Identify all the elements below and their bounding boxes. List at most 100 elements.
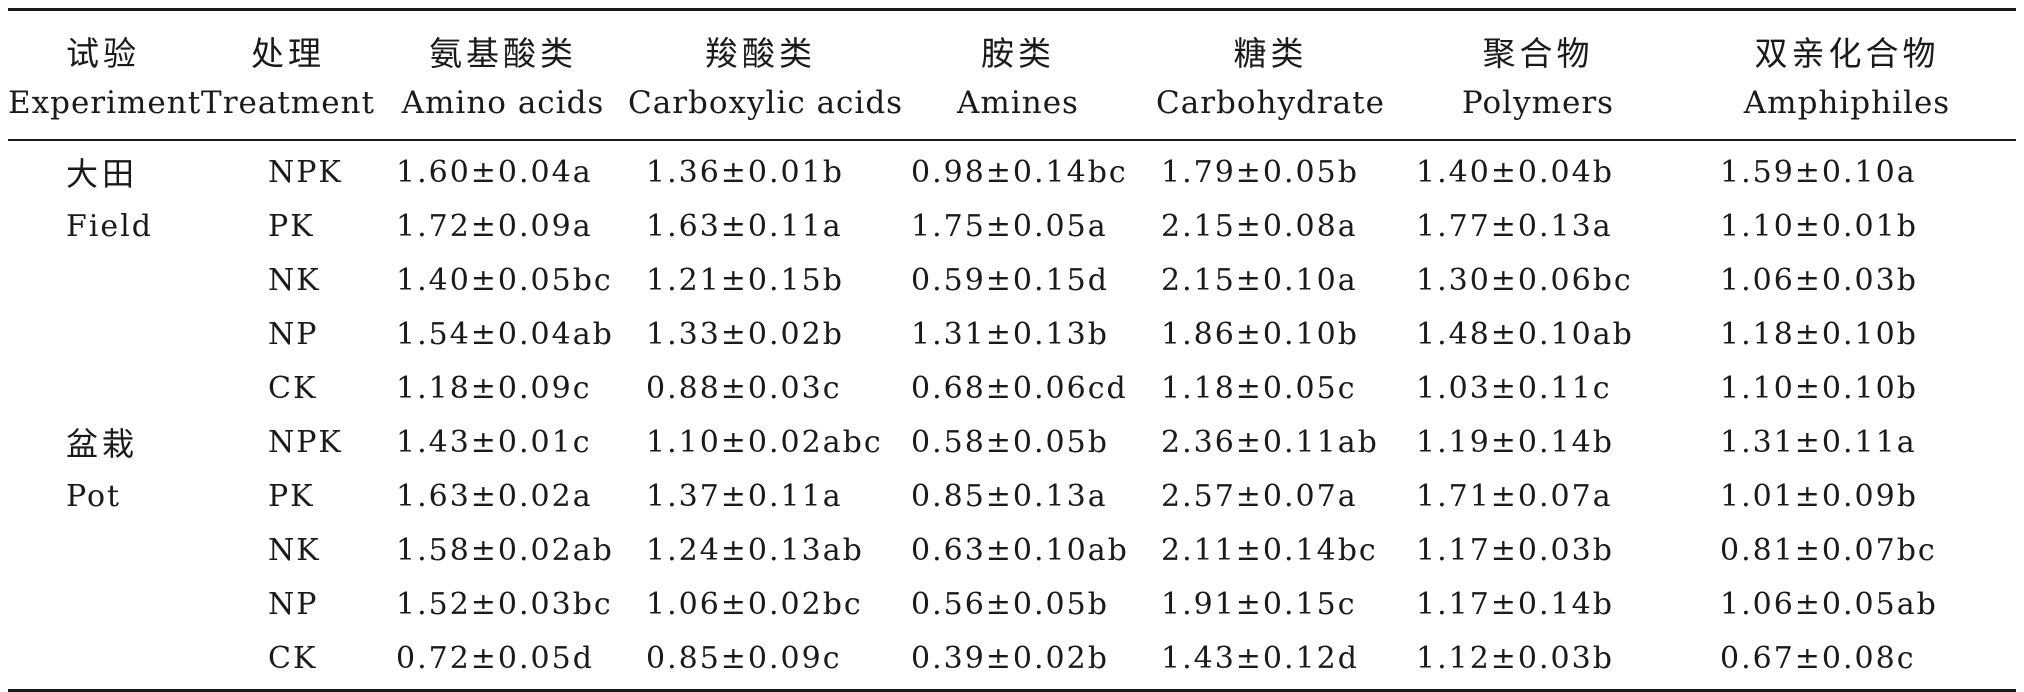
cell-carbohydrate: 1.91±0.15c xyxy=(1161,586,1357,622)
cell-experiment xyxy=(8,307,198,361)
table-row: NK 1.58±0.02ab 1.24±0.13ab 0.63±0.10ab 2.11±… xyxy=(8,523,2016,577)
header-amino-acids-en: Amino acids xyxy=(378,75,628,141)
cell-amines: 0.39±0.02b xyxy=(893,631,1143,692)
cell-carbohydrate: 1.43±0.12d xyxy=(1143,631,1398,692)
cell-polymers: 1.48±0.10ab xyxy=(1416,316,1634,352)
table-row: CK 0.72±0.05d 0.85±0.09c 0.39±0.02b 1.43±0.1… xyxy=(8,631,2016,692)
header-carbohydrate-zh: 糖类 xyxy=(1143,8,1398,75)
cell-polymers: 1.17±0.03b xyxy=(1416,532,1614,568)
cell-carboxylic-acids: 1.63±0.11a xyxy=(646,208,843,244)
cell-treatment: PK xyxy=(268,208,315,244)
cell-amino-acids: 0.72±0.05d xyxy=(378,631,628,692)
cell-amphiphiles: 0.67±0.08c xyxy=(1678,631,2016,692)
table-row: NP 1.54±0.04ab 1.33±0.02b 1.31±0.13b 1.86±0.… xyxy=(8,307,2016,361)
cell-treatment: NK xyxy=(268,532,321,568)
cell-treatment: NP xyxy=(268,586,319,622)
header-carboxylic-acids-en: Carboxylic acids xyxy=(628,75,902,141)
cell-experiment: Pot xyxy=(66,478,122,514)
cell-amines: 0.85±0.13a xyxy=(911,478,1108,514)
header-amino-acids-zh: 氨基酸类 xyxy=(378,8,628,75)
cell-polymers: 1.77±0.13a xyxy=(1416,208,1613,244)
cell-treatment: NPK xyxy=(268,154,343,190)
cell-experiment: 盆栽 xyxy=(66,425,139,463)
cell-amphiphiles: 0.81±0.07bc xyxy=(1720,532,1937,568)
cell-treatment: CK xyxy=(198,631,378,692)
cell-polymers: 1.40±0.04b xyxy=(1416,154,1614,190)
cell-experiment: 大田 xyxy=(66,155,139,193)
header-treatment-zh: 处理 xyxy=(198,8,378,75)
cell-treatment: PK xyxy=(268,478,315,514)
table-row: CK 1.18±0.09c 0.88±0.03c 0.68±0.06cd 1.18±0.… xyxy=(8,361,2016,415)
cell-amino-acids: 1.52±0.03bc xyxy=(396,586,613,622)
table-row: NP 1.52±0.03bc 1.06±0.02bc 0.56±0.05b 1.91±0… xyxy=(8,577,2016,631)
table-header: 试验 处理 氨基酸类 羧酸类 胺类 糖类 聚合物 双亲化合物 Experimen… xyxy=(8,8,2016,141)
page: 试验 处理 氨基酸类 羧酸类 胺类 糖类 聚合物 双亲化合物 Experimen… xyxy=(8,8,2016,692)
table-row: Pot PK 1.63±0.02a 1.37±0.11a 0.85±0.13a 2.57±… xyxy=(8,469,2016,523)
cell-experiment xyxy=(8,577,198,631)
cell-carbohydrate: 2.57±0.07a xyxy=(1161,478,1358,514)
cell-amino-acids: 1.40±0.05bc xyxy=(396,262,613,298)
cell-amphiphiles: 1.06±0.05ab xyxy=(1720,586,1938,622)
cell-polymers: 1.19±0.14b xyxy=(1416,424,1614,460)
results-table: 试验 处理 氨基酸类 羧酸类 胺类 糖类 聚合物 双亲化合物 Experimen… xyxy=(8,8,2016,692)
cell-amphiphiles: 1.31±0.11a xyxy=(1720,424,1917,460)
cell-experiment: Field xyxy=(66,208,153,244)
cell-treatment: NK xyxy=(268,262,321,298)
cell-treatment: NP xyxy=(268,316,319,352)
cell-carboxylic-acids: 1.37±0.11a xyxy=(646,478,843,514)
cell-polymers: 1.71±0.07a xyxy=(1416,478,1613,514)
cell-carboxylic-acids: 1.24±0.13ab xyxy=(646,532,864,568)
header-polymers-zh: 聚合物 xyxy=(1398,8,1678,75)
cell-amphiphiles: 1.10±0.10b xyxy=(1720,370,1918,406)
cell-amphiphiles: 1.06±0.03b xyxy=(1720,262,1918,298)
cell-carboxylic-acids: 1.21±0.15b xyxy=(646,262,844,298)
header-experiment-en: Experiment xyxy=(8,75,200,141)
cell-experiment xyxy=(8,631,198,692)
cell-amphiphiles: 1.59±0.10a xyxy=(1720,154,1917,190)
cell-carboxylic-acids: 1.36±0.01b xyxy=(646,154,844,190)
cell-carboxylic-acids: 0.88±0.03c xyxy=(646,370,842,406)
cell-treatment: CK xyxy=(268,370,318,406)
cell-amines: 0.68±0.06cd xyxy=(911,370,1128,406)
cell-amino-acids: 1.72±0.09a xyxy=(396,208,593,244)
cell-carboxylic-acids: 1.06±0.02bc xyxy=(646,586,863,622)
header-amines-en: Amines xyxy=(893,75,1143,141)
cell-amines: 0.63±0.10ab xyxy=(911,532,1129,568)
cell-experiment xyxy=(8,253,198,307)
cell-polymers: 1.30±0.06bc xyxy=(1416,262,1633,298)
cell-amines: 0.58±0.05b xyxy=(911,424,1109,460)
cell-carbohydrate: 1.79±0.05b xyxy=(1161,154,1359,190)
cell-amino-acids: 1.18±0.09c xyxy=(396,370,592,406)
header-row-english: Experiment Treatment Amino acids Carboxy… xyxy=(8,75,2016,141)
header-experiment-zh: 试验 xyxy=(8,8,198,75)
cell-carbohydrate: 2.11±0.14bc xyxy=(1161,532,1378,568)
table-row: 盆栽 NPK 1.43±0.01c 1.10±0.02abc 0.58±0.05b 2.3… xyxy=(8,415,2016,469)
header-carbohydrate-en: Carbohydrate xyxy=(1143,75,1398,141)
cell-carbohydrate: 2.36±0.11ab xyxy=(1161,424,1379,460)
cell-amines: 0.59±0.15d xyxy=(911,262,1109,298)
header-amines-zh: 胺类 xyxy=(893,8,1143,75)
header-amphiphiles-zh: 双亲化合物 xyxy=(1678,8,2016,75)
cell-carboxylic-acids: 0.85±0.09c xyxy=(628,631,893,692)
header-polymers-en: Polymers xyxy=(1398,75,1678,141)
cell-experiment xyxy=(8,361,198,415)
cell-amino-acids: 1.58±0.02ab xyxy=(396,532,614,568)
header-amphiphiles-en: Amphiphiles xyxy=(1678,75,2016,141)
cell-amphiphiles: 1.10±0.01b xyxy=(1720,208,1918,244)
cell-carboxylic-acids: 1.33±0.02b xyxy=(646,316,844,352)
header-treatment-en: Treatment xyxy=(198,75,378,141)
cell-amino-acids: 1.60±0.04a xyxy=(396,154,593,190)
cell-carbohydrate: 2.15±0.10a xyxy=(1161,262,1358,298)
cell-amphiphiles: 1.01±0.09b xyxy=(1720,478,1918,514)
cell-carboxylic-acids: 1.10±0.02abc xyxy=(646,424,883,460)
cell-carbohydrate: 1.18±0.05c xyxy=(1161,370,1357,406)
cell-experiment xyxy=(8,523,198,577)
cell-polymers: 1.12±0.03b xyxy=(1398,631,1678,692)
cell-polymers: 1.03±0.11c xyxy=(1416,370,1612,406)
cell-amines: 0.98±0.14bc xyxy=(911,154,1128,190)
cell-treatment: NPK xyxy=(268,424,343,460)
header-row-chinese: 试验 处理 氨基酸类 羧酸类 胺类 糖类 聚合物 双亲化合物 xyxy=(8,8,2016,75)
cell-amines: 1.31±0.13b xyxy=(911,316,1109,352)
table-row: 大田 NPK 1.60±0.04a 1.36±0.01b 0.98±0.14bc 1.79… xyxy=(8,140,2016,199)
table-body: 大田 NPK 1.60±0.04a 1.36±0.01b 0.98±0.14bc 1.79… xyxy=(8,140,2016,692)
